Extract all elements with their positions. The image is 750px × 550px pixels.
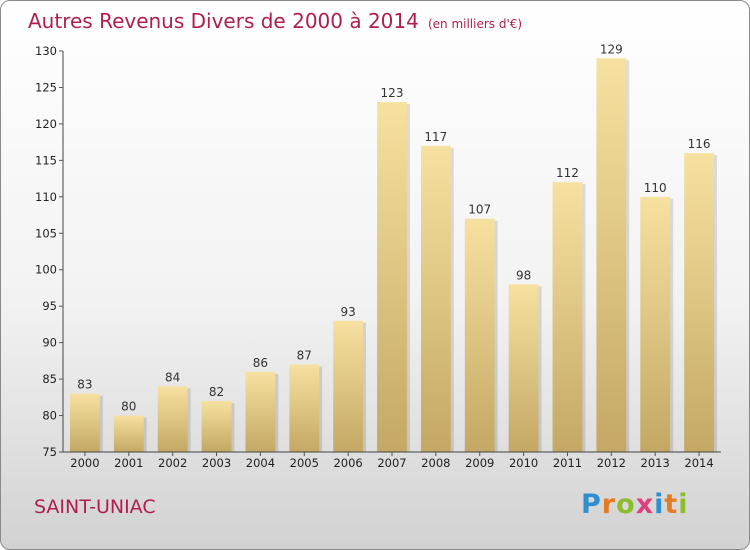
bar: [333, 320, 364, 452]
x-tick-label: 2002: [158, 456, 187, 470]
data-label: 129: [600, 42, 623, 56]
bar: [684, 153, 714, 452]
bar: [245, 371, 276, 452]
bar: [70, 393, 100, 452]
bar: [508, 284, 539, 452]
y-tick-label: 95: [42, 299, 57, 313]
y-tick-label: 85: [42, 372, 57, 386]
bar: [420, 145, 451, 453]
x-tick-label: 2000: [70, 456, 99, 470]
x-tick-label: 2011: [553, 456, 582, 470]
y-tick-label: 115: [35, 153, 57, 167]
y-tick-label: 105: [35, 226, 57, 240]
data-label: 98: [516, 268, 531, 282]
y-tick-label: 90: [42, 336, 57, 350]
y-tick-label: 75: [42, 445, 57, 459]
proxiti-logo: Proxiti: [581, 489, 689, 520]
x-tick-label: 2012: [597, 456, 626, 470]
x-tick-label: 2003: [202, 456, 231, 470]
logo-letter: t: [664, 489, 679, 520]
data-label: 117: [424, 130, 447, 144]
bar: [113, 415, 144, 452]
x-tick-label: 2014: [684, 456, 713, 470]
data-label: 86: [253, 356, 268, 370]
data-label: 116: [688, 137, 711, 151]
x-tick-label: 2001: [114, 456, 143, 470]
data-label: 112: [556, 166, 579, 180]
y-tick-label: 125: [35, 80, 57, 94]
chart-title: Autres Revenus Divers de 2000 à 2014: [28, 9, 419, 33]
bar: [201, 400, 232, 452]
data-label: 83: [77, 378, 92, 392]
bar: [289, 364, 320, 452]
bar: [552, 182, 583, 452]
logo-letter: x: [635, 489, 655, 520]
bar: [157, 386, 188, 452]
data-label: 110: [644, 181, 667, 195]
y-tick-label: 100: [35, 263, 57, 277]
data-label: 84: [165, 370, 180, 384]
y-tick-label: 80: [42, 409, 57, 423]
logo-letter: i: [654, 489, 665, 520]
x-tick-label: 2007: [377, 456, 406, 470]
chart-unit: (en milliers d'€): [427, 17, 523, 31]
logo-letter: o: [616, 489, 636, 520]
data-label: 82: [209, 385, 224, 399]
data-label: 93: [340, 305, 355, 319]
logo-letter: i: [678, 489, 689, 520]
x-tick-label: 2010: [509, 456, 538, 470]
bar: [596, 58, 627, 453]
y-tick-label: 120: [35, 117, 57, 131]
x-tick-label: 2005: [290, 456, 319, 470]
y-tick-label: 110: [35, 190, 57, 204]
data-label: 123: [381, 86, 404, 100]
data-label: 80: [121, 400, 136, 414]
x-tick-label: 2004: [246, 456, 275, 470]
y-tick-label: 130: [35, 44, 57, 58]
bar: [640, 196, 671, 452]
data-label: 87: [297, 349, 312, 363]
data-label: 107: [468, 203, 491, 217]
x-tick-label: 2008: [421, 456, 450, 470]
title-block: Autres Revenus Divers de 2000 à 2014 (en…: [28, 9, 522, 33]
place-name: SAINT-UNIAC: [34, 496, 156, 518]
bar: [377, 102, 407, 452]
logo-letter: P: [581, 489, 602, 520]
bar: [464, 218, 495, 452]
logo-letter: r: [601, 489, 617, 520]
x-tick-label: 2009: [465, 456, 494, 470]
x-tick-label: 2006: [333, 456, 362, 470]
x-tick-label: 2013: [641, 456, 670, 470]
